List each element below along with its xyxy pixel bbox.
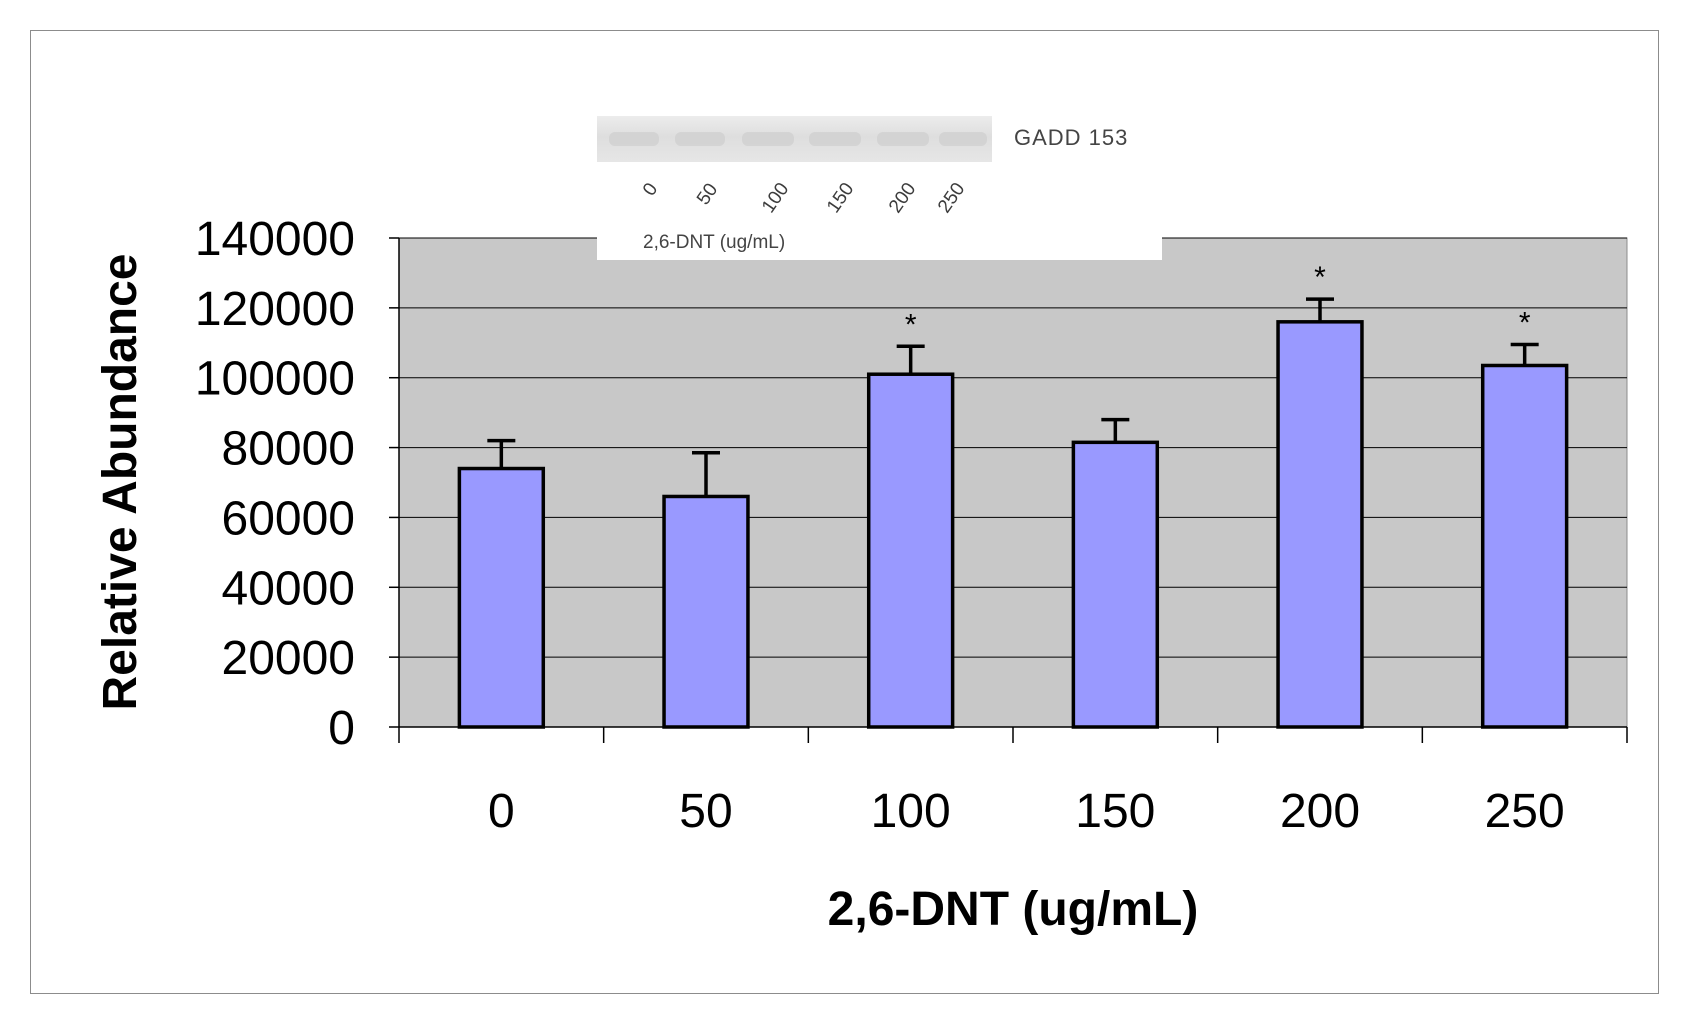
- x-tick-label: 50: [679, 785, 732, 838]
- x-tick-label: 250: [1485, 785, 1565, 838]
- x-tick-label: 150: [1075, 785, 1155, 838]
- bar: [866, 372, 955, 729]
- blot-lane-label: 150: [823, 179, 859, 218]
- x-tick-label: 0: [488, 785, 515, 838]
- bar: [1276, 320, 1364, 729]
- blot-band: [742, 132, 794, 146]
- blot-band: [609, 132, 659, 146]
- bar: [1071, 440, 1160, 729]
- blot-lane-label: 50: [693, 179, 723, 210]
- bar: [1480, 363, 1569, 729]
- blot-band: [675, 132, 725, 146]
- y-tick-label: 0: [328, 702, 355, 755]
- blot-lane-label: 250: [934, 179, 970, 218]
- x-tick-label: 100: [871, 785, 951, 838]
- y-tick-label: 20000: [222, 632, 355, 685]
- western-blot-inset: 0 50 100 150 200 250 GADD 153 2,6-DNT (u…: [597, 113, 1162, 260]
- blot-lane-label: 100: [758, 179, 794, 218]
- blot-image: [597, 116, 992, 162]
- significance-marker: *: [905, 308, 917, 341]
- y-tick-label: 140000: [195, 213, 355, 266]
- plot-area: [398, 237, 1628, 728]
- tick-labels: 0 20000 40000 60000 80000 100000 120000 140000 0…: [195, 213, 1565, 838]
- bar: [457, 466, 546, 729]
- y-tick-label: 100000: [195, 353, 355, 406]
- bar: [662, 494, 750, 729]
- blot-protein-label: GADD 153: [1014, 125, 1129, 150]
- blot-band: [939, 132, 987, 146]
- blot-x-label: 2,6-DNT (ug/mL): [643, 232, 786, 253]
- x-tick-label: 200: [1280, 785, 1360, 838]
- y-tick-label: 40000: [222, 562, 355, 615]
- blot-band: [877, 132, 929, 146]
- y-tick-label: 60000: [222, 492, 355, 545]
- x-axis-title: 2,6-DNT (ug/mL): [828, 883, 1199, 936]
- blot-band: [809, 132, 861, 146]
- axes: [389, 237, 1628, 743]
- blot-lane-label: 200: [885, 179, 921, 218]
- significance-marker: *: [1314, 261, 1326, 294]
- significance-marker: *: [1519, 307, 1531, 340]
- y-axis-title: Relative Abundance: [94, 253, 147, 710]
- y-tick-label: 80000: [222, 423, 355, 476]
- y-tick-label: 120000: [195, 283, 355, 336]
- blot-lane-label: 0: [639, 179, 663, 201]
